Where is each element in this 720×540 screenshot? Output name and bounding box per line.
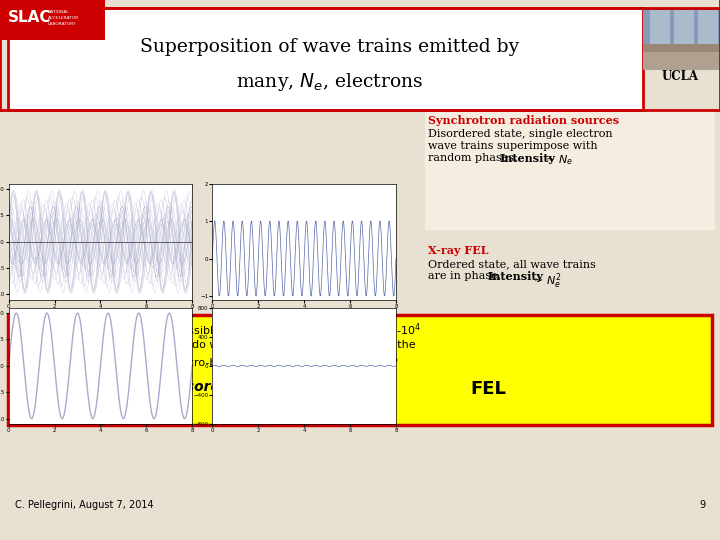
Bar xyxy=(643,44,720,52)
Bar xyxy=(643,8,720,52)
Text: ~ $\mathit{N}_e^2$: ~ $\mathit{N}_e^2$ xyxy=(530,271,562,291)
Text: UCLA: UCLA xyxy=(662,70,698,83)
Text: Intensity: Intensity xyxy=(500,153,556,164)
Text: FEL: FEL xyxy=(470,380,506,398)
Text: ~ $\mathit{N}_e$: ~ $\mathit{N}_e$ xyxy=(542,153,573,167)
Text: wave trains superimpose with: wave trains superimpose with xyxy=(428,141,598,151)
Bar xyxy=(643,8,720,10)
Text: X-ray FEL: X-ray FEL xyxy=(428,245,488,256)
Text: many, $N_e$, electrons: many, $N_e$, electrons xyxy=(236,71,423,93)
Text: wavelength and have these micro-bunching separated exactly by λ?: wavelength and have these micro-bunching… xyxy=(15,358,398,368)
Bar xyxy=(425,110,715,230)
Text: are in phase.: are in phase. xyxy=(428,271,505,281)
Text: Disordered state, single electron: Disordered state, single electron xyxy=(428,129,613,139)
Bar xyxy=(0,0,105,40)
Text: SLAC: SLAC xyxy=(8,10,52,25)
Text: Synchrotron radiation sources: Synchrotron radiation sources xyxy=(428,115,619,126)
Text: random phases.: random phases. xyxy=(428,153,521,163)
Text: How do we go from disorder to order? Answer:: How do we go from disorder to order? Ans… xyxy=(15,380,391,394)
Bar xyxy=(674,10,694,48)
Text: C. Pellegrini, August 7, 2014: C. Pellegrini, August 7, 2014 xyxy=(15,500,153,510)
Bar xyxy=(698,10,718,48)
Bar xyxy=(8,8,643,110)
Text: electrons per wavelength. How do we squeeze them in one tenth of the: electrons per wavelength. How do we sque… xyxy=(15,340,415,350)
Text: ACCELERATOR: ACCELERATOR xyxy=(48,16,79,20)
Text: $N_e$ is about10$^9$- 10$^{10}$ . Large possible gain. At 1Å we have about 10$^3: $N_e$ is about10$^9$- 10$^{10}$ . Large … xyxy=(15,322,421,340)
Bar xyxy=(643,8,720,70)
Text: LABORATORY: LABORATORY xyxy=(48,22,76,26)
Bar xyxy=(8,315,712,425)
Bar xyxy=(650,10,670,48)
Text: NATIONAL: NATIONAL xyxy=(48,10,70,14)
Text: Superposition of wave trains emitted by: Superposition of wave trains emitted by xyxy=(140,38,520,56)
Text: Intensity: Intensity xyxy=(488,271,544,282)
Text: 9: 9 xyxy=(699,500,705,510)
Text: Ordered state, all wave trains: Ordered state, all wave trains xyxy=(428,259,596,269)
